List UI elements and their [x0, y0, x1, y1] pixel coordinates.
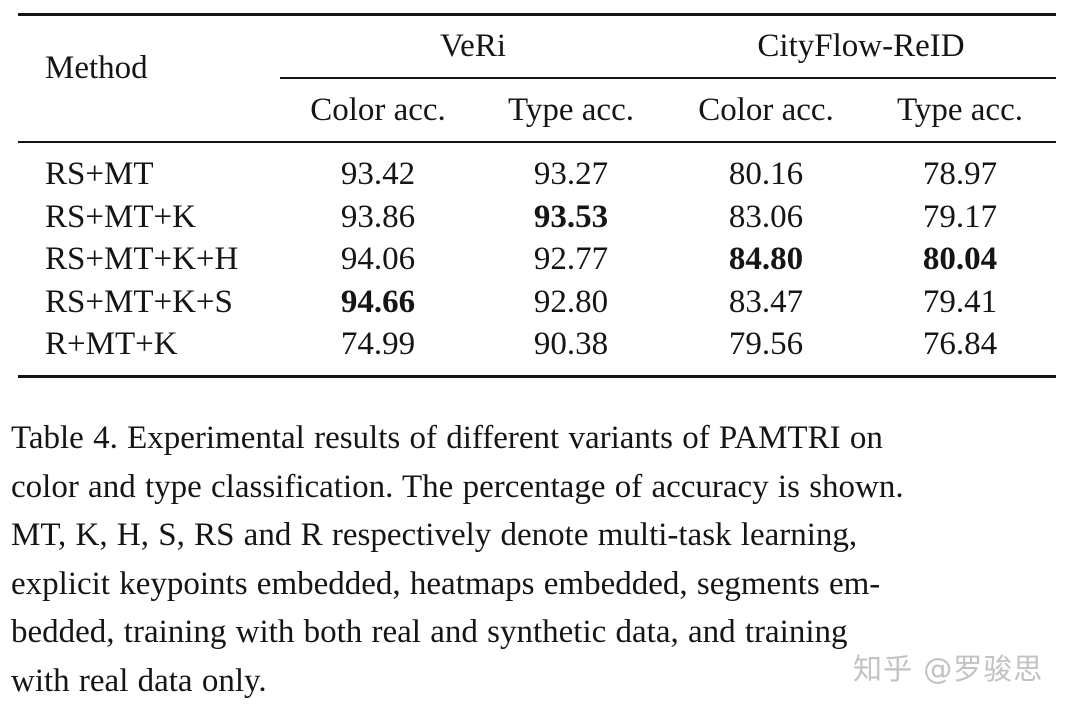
table-group-rule	[280, 77, 1056, 79]
table-cell-method: RS+MT+K+H	[45, 241, 239, 277]
table-cell-method: RS+MT+K	[45, 198, 196, 235]
caption-line: MT, K, H, S, RS and R respectively denot…	[11, 517, 858, 553]
table-cell-value: 79.41	[922, 283, 998, 320]
header-method: Method	[45, 50, 148, 86]
caption-line: bedded, training with both real and synt…	[11, 614, 848, 650]
table-cell-value: 74.99	[340, 326, 416, 362]
watermark: 知乎 @罗骏思	[853, 652, 1044, 686]
table-cell-value: 93.27	[533, 156, 609, 192]
header-city-type-acc: Type acc.	[897, 92, 1023, 128]
table-header-rule	[18, 141, 1056, 143]
caption-line: explicit keypoints embedded, heatmaps em…	[11, 565, 881, 602]
caption-line: with real data only.	[11, 662, 267, 699]
table-cell-value: 76.84	[922, 326, 998, 362]
table-top-rule	[18, 13, 1056, 16]
table-bottom-rule	[18, 375, 1056, 378]
header-city-color-acc: Color acc.	[698, 92, 834, 128]
table-cell-value: 78.97	[922, 156, 998, 192]
table-cell-method: RS+MT+K+S	[45, 283, 233, 320]
header-group-veri: VeRi	[440, 28, 506, 64]
table-cell-value: 84.80	[728, 241, 804, 277]
table-cell-value: 94.66	[340, 283, 416, 320]
table-cell-value: 93.53	[533, 198, 609, 235]
table-cell-method: R+MT+K	[45, 326, 178, 362]
table-cell-value: 92.80	[533, 283, 609, 320]
header-veri-type-acc: Type acc.	[508, 92, 634, 128]
caption-line: Table 4. Experimental results of differe…	[11, 420, 883, 456]
table-cell-value: 80.16	[728, 156, 804, 192]
table-caption: Table 4. Experimental results of differe…	[11, 414, 1065, 705]
table-cell-value: 90.38	[533, 326, 609, 362]
table-cell-value: 83.47	[728, 283, 804, 320]
table-cell-value: 92.77	[533, 241, 609, 277]
table-cell-value: 83.06	[728, 198, 804, 235]
table-cell-method: RS+MT	[45, 156, 154, 192]
header-group-cityflow: CityFlow-ReID	[757, 28, 965, 64]
header-veri-color-acc: Color acc.	[310, 92, 446, 128]
table-cell-value: 93.86	[340, 198, 416, 235]
table-cell-value: 79.17	[922, 198, 998, 235]
table-cell-value: 94.06	[340, 241, 416, 277]
caption-line: color and type classification. The perce…	[11, 468, 904, 505]
table-cell-value: 80.04	[922, 241, 998, 277]
table-cell-value: 79.56	[728, 326, 804, 362]
table-cell-value: 93.42	[340, 156, 416, 192]
